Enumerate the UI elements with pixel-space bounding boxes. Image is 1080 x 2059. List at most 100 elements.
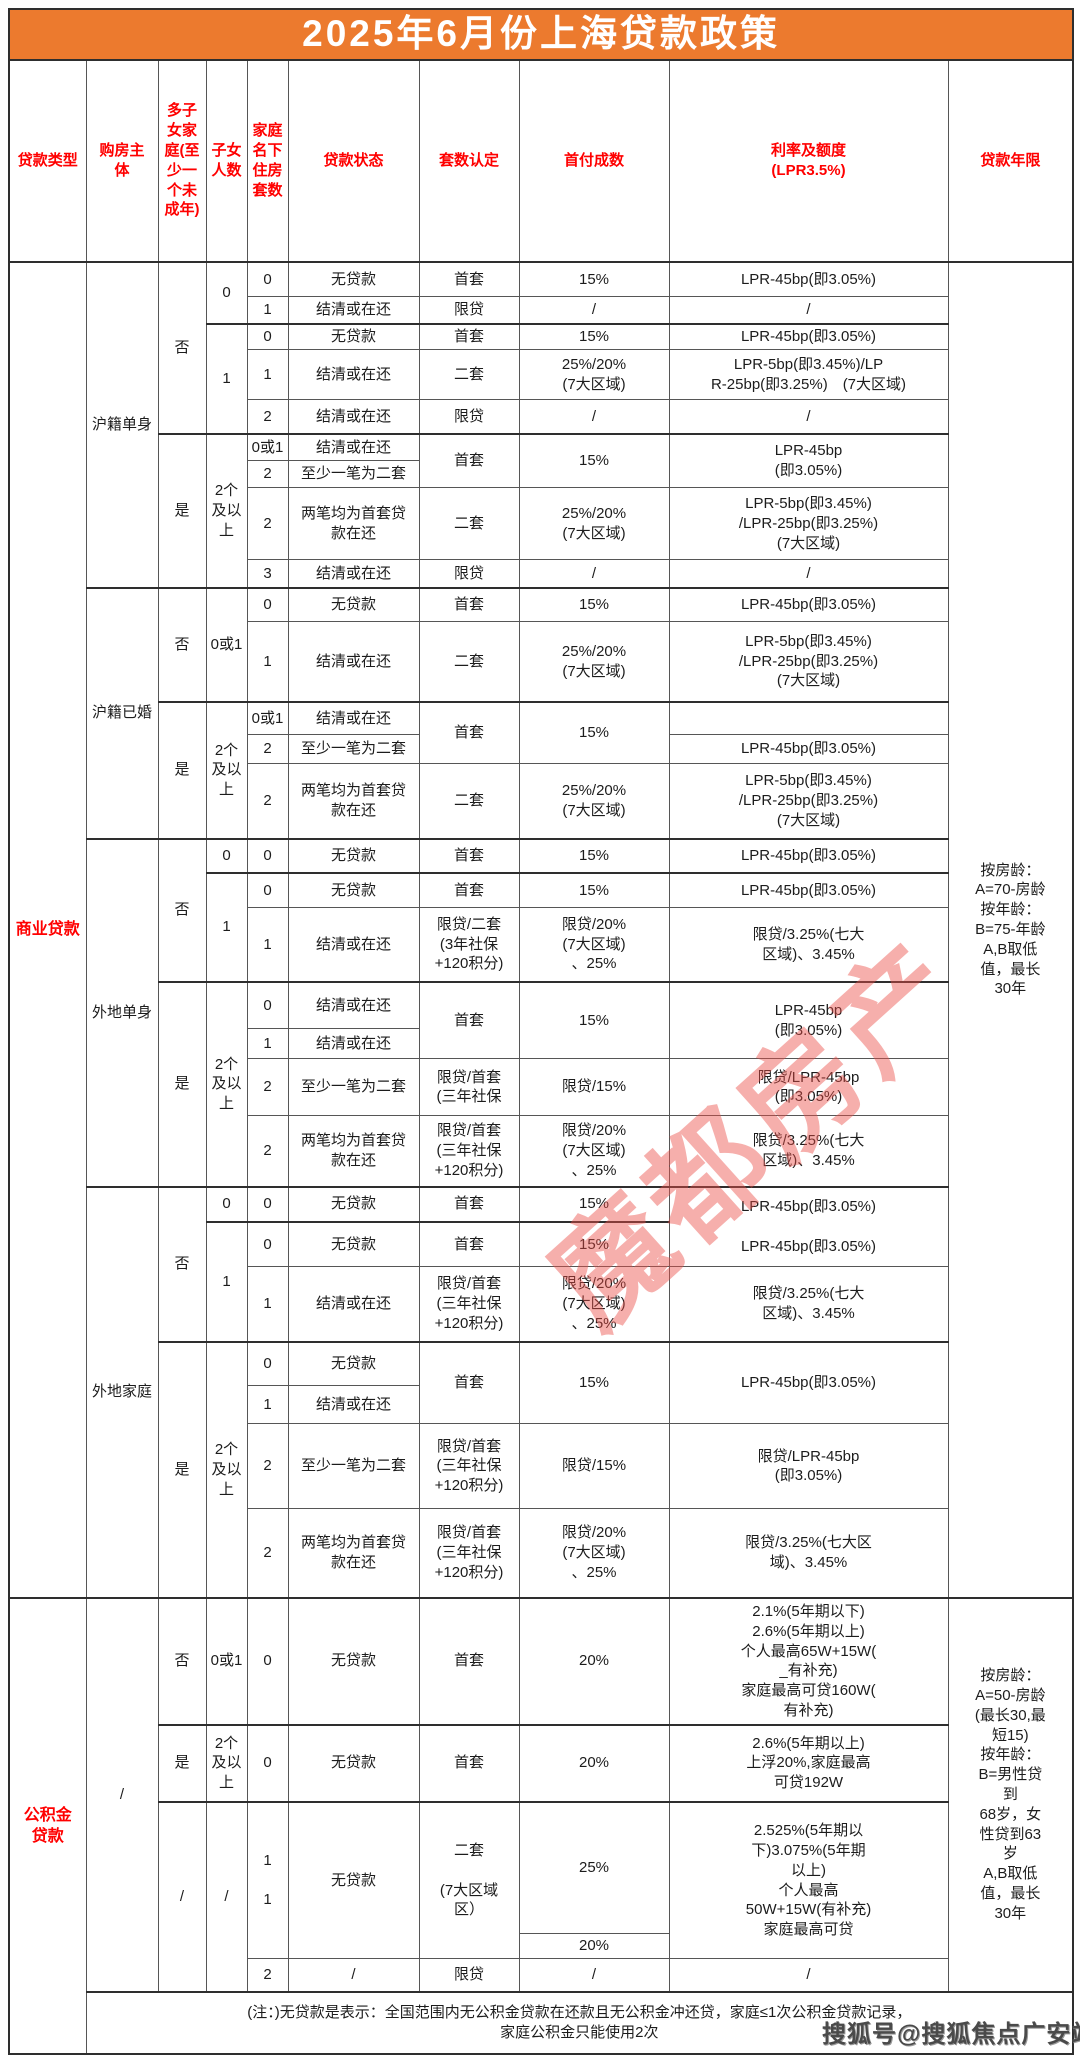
col-header-unit: 套数认定 <box>418 59 520 263</box>
table-row: 公积金 贷款 / 否 0或1 0 无贷款 首套 20% 2.1%(5年期以下) … <box>8 1596 1074 2055</box>
unit-type-cell: 首套 <box>418 1723 520 1803</box>
sohu-watermark: 搜狐号@搜狐焦点广安站 <box>822 2021 1080 2048</box>
down-payment-cell: 15% <box>518 1340 670 1425</box>
unit-type-cell: 首套 <box>418 261 520 298</box>
house-count-cell: 0 <box>246 871 289 909</box>
down-payment-cell: 限贷/20% (7大区域) 、25% <box>518 1115 670 1188</box>
loan-policy-table: 2025年6月份上海贷款政策 贷款类型 购房主 体 多子 女家 庭(至 少一 个… <box>8 8 1075 2055</box>
unit-type-cell: 限贷/首套 (三年社保 +120积分) <box>418 1266 520 1343</box>
rate-quota-cell: 限贷/LPR-45bp (即3.05%) <box>668 1423 949 1510</box>
house-count-cell: 1 <box>246 349 289 401</box>
col-header-term: 贷款年限 <box>947 59 1074 263</box>
loan-status-cell: 无贷款 <box>287 1185 420 1223</box>
table-row: 1 结清或在还 <box>9 1385 1073 1425</box>
rate-quota-cell: 限贷/3.25%(七大 区域)、3.45% <box>668 1266 949 1343</box>
buyer-group-cell: 沪籍单身 <box>85 261 159 589</box>
down-payment-cell: 20% <box>518 1933 670 1960</box>
down-payment-cell: 15% <box>518 871 670 909</box>
child-count-cell: 0 <box>205 1185 248 1223</box>
house-count-cell: 2 <box>246 399 289 435</box>
down-payment-cell: 15% <box>518 322 670 351</box>
table-row: 沪籍已婚 否 0或1 0 无贷款 首套 15% LPR-45bp(即3.05%) <box>9 586 1073 840</box>
table-row: 2 至少一笔为二套 LPR-45bp(即3.05%) <box>9 734 1073 765</box>
rate-quota-cell: 限贷/3.25%(七大 区域)、3.45% <box>668 907 949 983</box>
loan-type-cell: 公积金 贷款 <box>8 1596 87 2055</box>
unit-type-cell: 首套 <box>418 1185 520 1223</box>
multichild-flag-cell: 是 <box>157 1723 207 1803</box>
down-payment-cell: 限贷/15% <box>518 1058 670 1117</box>
house-count-cell: 0 <box>246 1340 289 1387</box>
col-header-buyer: 购房主 体 <box>85 59 159 263</box>
loan-status-cell: 结清或在还 <box>287 1266 420 1343</box>
child-count-cell: 1 <box>205 871 248 983</box>
table-row: 是 2个 及以 上 0或1 结清或在还 首套 15% LPR-45bp (即3.… <box>9 432 1073 589</box>
table-row: 3 结清或在还 限贷 / / <box>9 559 1073 589</box>
loan-status-cell: 结清或在还 <box>287 432 420 462</box>
table-row: 是 2个 及以 上 0或1 结清或在还 首套 15% <box>9 700 1073 840</box>
unit-type-cell: 限贷/首套 (三年社保 +120积分) <box>418 1115 520 1188</box>
table-row: 2 两笔均为首套贷 款在还 限贷/首套 (三年社保 +120积分) 限贷/20%… <box>9 1508 1073 1599</box>
table-row: 2 至少一笔为二套 <box>9 460 1073 489</box>
loan-status-cell: 无贷款 <box>287 1723 420 1803</box>
unit-type-cell: 限贷/二套 (3年社保 +120积分) <box>418 907 520 983</box>
down-payment-cell: / <box>518 296 670 325</box>
rate-quota-cell: LPR-45bp(即3.05%) <box>668 322 949 351</box>
buyer-group-cell: 沪籍已婚 <box>85 586 159 840</box>
house-count-cell: 0 <box>246 586 289 623</box>
house-count-cell: 0 <box>246 1185 289 1223</box>
multichild-flag-cell: 否 <box>157 1185 207 1343</box>
house-count-cell: 2 <box>246 460 289 489</box>
loan-term-cell: 按房龄： A=70-房龄 按年龄： B=75-年龄 A,B取低 值，最长 30年 <box>947 261 1074 1599</box>
unit-type-cell: 二套 <box>418 349 520 401</box>
rate-quota-cell: 2.6%(5年期以上) 上浮20%,家庭最高 可贷192W <box>668 1723 949 1803</box>
unit-type-cell: 首套 <box>418 837 520 874</box>
buyer-group-cell: 外地单身 <box>85 837 159 1188</box>
house-count-cell: 0 <box>246 1596 289 1726</box>
down-payment-cell: 15% <box>518 700 670 765</box>
down-payment-cell: / <box>518 399 670 435</box>
header-row: 贷款类型 购房主 体 多子 女家 庭(至 少一 个未 成年) 子女 人数 家庭 … <box>8 59 1074 263</box>
rate-quota-cell: / <box>668 399 949 435</box>
child-count-cell: / <box>205 1800 248 1993</box>
down-payment-cell: 15% <box>518 261 670 298</box>
down-payment-cell: 限贷/20% (7大区域) 、25% <box>518 1508 670 1599</box>
house-count-cell: 2 <box>246 487 289 561</box>
rate-quota-cell: LPR-45bp(即3.05%) <box>668 837 949 874</box>
rate-quota-cell: / <box>668 296 949 325</box>
loan-status-cell: 结清或在还 <box>287 559 420 589</box>
house-count-cell: 2 <box>246 1958 289 1993</box>
rate-quota-cell: 2.1%(5年期以下) 2.6%(5年期以上) 个人最高65W+15W( _有补… <box>668 1596 949 1726</box>
table-row: (注：)无贷款是表示：全国范围内无公积金贷款在还款且无公积金冲还贷，家庭≤1次公… <box>9 1990 1074 2055</box>
rate-quota-cell: LPR-5bp(即3.45%) /LPR-25bp(即3.25%) (7大区域) <box>668 621 949 703</box>
table-row: 2 至少一笔为二套 限贷/首套 (三年社保 限贷/15% 限贷/LPR-45bp… <box>9 1058 1073 1117</box>
down-payment-cell: 20% <box>518 1723 670 1803</box>
unit-type-cell: 二套 <box>418 763 520 840</box>
col-header-rate: 利率及额度 (LPR3.5%) <box>668 59 949 263</box>
house-count-cell: 0 <box>246 980 289 1030</box>
loan-status-cell: 至少一笔为二套 <box>287 1423 420 1510</box>
house-count-cell: 0 <box>246 837 289 874</box>
rate-quota-cell: LPR-45bp(即3.05%) <box>668 871 949 909</box>
table-row: 外地家庭 否 0 0 无贷款 首套 15% LPR-45bp(即3.05%) L… <box>9 1185 1073 1599</box>
rate-quota-cell: / <box>668 559 949 589</box>
loan-status-cell: 结清或在还 <box>287 980 420 1030</box>
rate-quota-cell: LPR-5bp(即3.45%) /LPR-25bp(即3.25%) (7大区域) <box>668 763 949 840</box>
rate-quota-cell: LPR-45bp(即3.05%) <box>668 734 949 765</box>
rate-quota-cell: LPR-45bp(即3.05%) <box>668 586 949 623</box>
down-payment-cell: 25% <box>518 1800 670 1935</box>
col-header-house-count: 家庭 名下 住房 套数 <box>246 59 289 263</box>
down-payment-cell: 25%/20% (7大区域) <box>518 349 670 401</box>
child-count-cell: 2个 及以 上 <box>205 700 248 840</box>
house-count-cell: 0或1 <box>246 432 289 462</box>
page-title: 2025年6月份上海贷款政策 <box>8 8 1074 61</box>
table-row: 是 2个 及以 上 0 无贷款 首套 15% LPR-45bp(即3.05%) <box>9 1340 1073 1599</box>
unit-type-cell: 首套 <box>418 322 520 351</box>
down-payment-cell: 25%/20% (7大区域) <box>518 763 670 840</box>
loan-status-cell: 至少一笔为二套 <box>287 734 420 765</box>
loan-status-cell: 无贷款 <box>287 322 420 351</box>
rate-quota-cell: LPR-45bp(即3.05%) <box>668 261 949 298</box>
down-payment-cell: 15% <box>518 1220 670 1268</box>
rate-quota-cell: LPR-45bp (即3.05%) <box>668 432 949 489</box>
loan-status-cell: 无贷款 <box>287 586 420 623</box>
down-payment-cell: 限贷/15% <box>518 1423 670 1510</box>
